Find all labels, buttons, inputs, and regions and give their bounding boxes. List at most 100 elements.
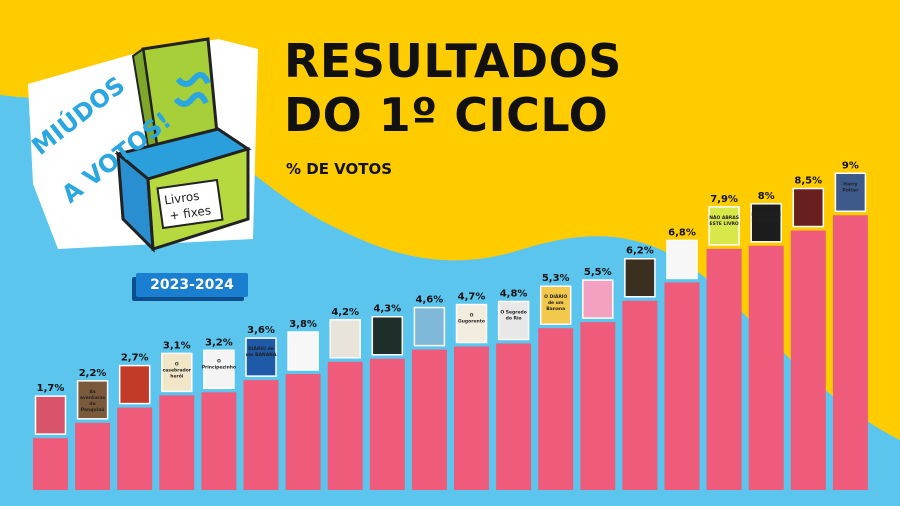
book-cover-19 <box>792 187 825 228</box>
book-cover-image-6 <box>245 337 277 377</box>
book-icon <box>131 37 220 161</box>
value-label-9: 4,3% <box>373 304 401 315</box>
bar-8 <box>327 361 363 490</box>
book-cover-image-5 <box>203 349 235 390</box>
book-cover-image-4 <box>161 352 193 393</box>
book-cover-5: O Principezinho <box>202 349 236 390</box>
bar-17 <box>706 248 742 490</box>
value-label-7: 3,8% <box>289 319 317 330</box>
book-cover-8 <box>329 319 361 359</box>
book-cover-title-5: O Principezinho <box>202 358 236 370</box>
value-label-12: 4,8% <box>500 288 528 299</box>
box-label-line1: Livros <box>163 189 200 208</box>
book-cover-1 <box>34 395 67 435</box>
chart-subtitle: % DE VOTOS <box>286 160 393 178</box>
value-label-20: 9% <box>842 160 859 171</box>
value-label-2: 2,2% <box>79 368 107 379</box>
book-cover-15 <box>624 257 656 298</box>
value-label-11: 4,7% <box>458 292 486 303</box>
book-cover-image-8 <box>329 319 361 359</box>
book-cover-7 <box>287 331 319 371</box>
value-label-19: 8,5% <box>794 176 822 187</box>
value-label-18: 8% <box>758 191 775 202</box>
bar-7 <box>285 374 321 490</box>
book-cover-title-11: O Gugorento <box>458 313 485 325</box>
book-cover-20: Harry Potter <box>834 172 867 213</box>
book-cover-6: DIÁRIO de um BANANA <box>245 337 277 377</box>
book-cover-image-9 <box>371 315 404 356</box>
bar-9 <box>369 358 405 490</box>
book-cover-17: NÃO ABRAS ESTE LIVRO <box>708 206 740 246</box>
bar-18 <box>748 245 784 490</box>
value-label-4: 3,1% <box>163 340 191 351</box>
bar-2 <box>75 422 111 490</box>
book-cover-image-12 <box>497 300 530 341</box>
book-cover-image-17 <box>708 206 740 246</box>
book-cover-title-12: O Segredo do Rio <box>500 309 527 321</box>
value-label-5: 3,2% <box>205 337 233 348</box>
ballot-box-icon: Livros + fixes <box>114 127 252 253</box>
year-badge: 2023-2024 <box>136 273 248 297</box>
bar-19 <box>790 230 826 491</box>
book-cover-image-13 <box>539 285 572 325</box>
book-cover-title-13: O DIÁRIO de um Banana <box>544 293 567 312</box>
bar-16 <box>664 282 700 490</box>
book-cover-11: O Gugorento <box>455 303 488 344</box>
box-label-line2: + fixes <box>168 203 211 223</box>
title-line2: DO 1º CICLO <box>284 88 609 142</box>
value-label-17: 7,9% <box>710 194 738 205</box>
book-cover-10 <box>413 306 446 347</box>
book-cover-image-3 <box>118 364 151 405</box>
bar-13 <box>538 328 574 490</box>
book-cover-image-10 <box>413 306 446 347</box>
value-label-14: 5,5% <box>584 267 612 278</box>
bar-10 <box>411 349 447 490</box>
book-cover-image-15 <box>624 257 656 298</box>
miudos-a-votos-logo: Livros + fixes MIÚDOS A VOTOS! <box>18 24 268 254</box>
book-cover-image-11 <box>455 303 488 344</box>
book-cover-18: NÃO ABRAS ESTE LIVRO <box>750 203 782 243</box>
bar-11 <box>454 346 489 490</box>
page-title: RESULTADOS DO 1º CICLO <box>284 34 622 142</box>
title-line1: RESULTADOS <box>284 34 622 88</box>
book-cover-image-20 <box>834 172 867 213</box>
book-cover-2: As aventuras do Panquiaõ <box>76 380 109 420</box>
book-cover-image-2 <box>76 380 109 420</box>
book-cover-image-18 <box>750 203 782 243</box>
book-cover-image-7 <box>287 331 319 371</box>
bar-3 <box>117 407 153 490</box>
book-cover-14 <box>582 279 614 319</box>
book-cover-title-18: NÃO ABRAS ESTE LIVRO <box>751 211 781 224</box>
book-cover-3 <box>118 364 151 405</box>
bar-14 <box>580 322 616 490</box>
book-cover-13: O DIÁRIO de um Banana <box>539 285 572 325</box>
bar-4 <box>159 395 195 490</box>
book-cover-16 <box>666 239 698 280</box>
book-cover-title-17: NÃO ABRAS ESTE LIVRO <box>709 214 739 227</box>
value-label-15: 6,2% <box>626 246 654 257</box>
value-label-13: 5,3% <box>542 273 570 284</box>
value-label-16: 6,8% <box>668 227 696 238</box>
book-cover-title-20: Harry Potter <box>842 181 859 193</box>
value-label-6: 3,6% <box>247 325 275 336</box>
book-cover-image-14 <box>582 279 614 319</box>
book-cover-image-1 <box>34 395 67 435</box>
value-label-8: 4,2% <box>331 307 359 318</box>
bar-15 <box>622 300 658 490</box>
bar-20 <box>832 215 868 490</box>
book-cover-9 <box>371 315 404 356</box>
bar-1 <box>33 438 68 490</box>
bar-12 <box>496 343 532 490</box>
book-cover-title-6: DIÁRIO de um BANANA <box>246 345 277 358</box>
book-cover-title-2: As aventuras do Panquiaõ <box>80 389 106 413</box>
value-label-1: 1,7% <box>37 383 65 394</box>
bar-6 <box>243 380 279 490</box>
book-cover-image-19 <box>792 187 825 228</box>
bar-5 <box>201 392 237 490</box>
book-cover-image-16 <box>666 239 698 280</box>
value-label-10: 4,6% <box>416 295 444 306</box>
value-label-3: 2,7% <box>121 353 149 364</box>
